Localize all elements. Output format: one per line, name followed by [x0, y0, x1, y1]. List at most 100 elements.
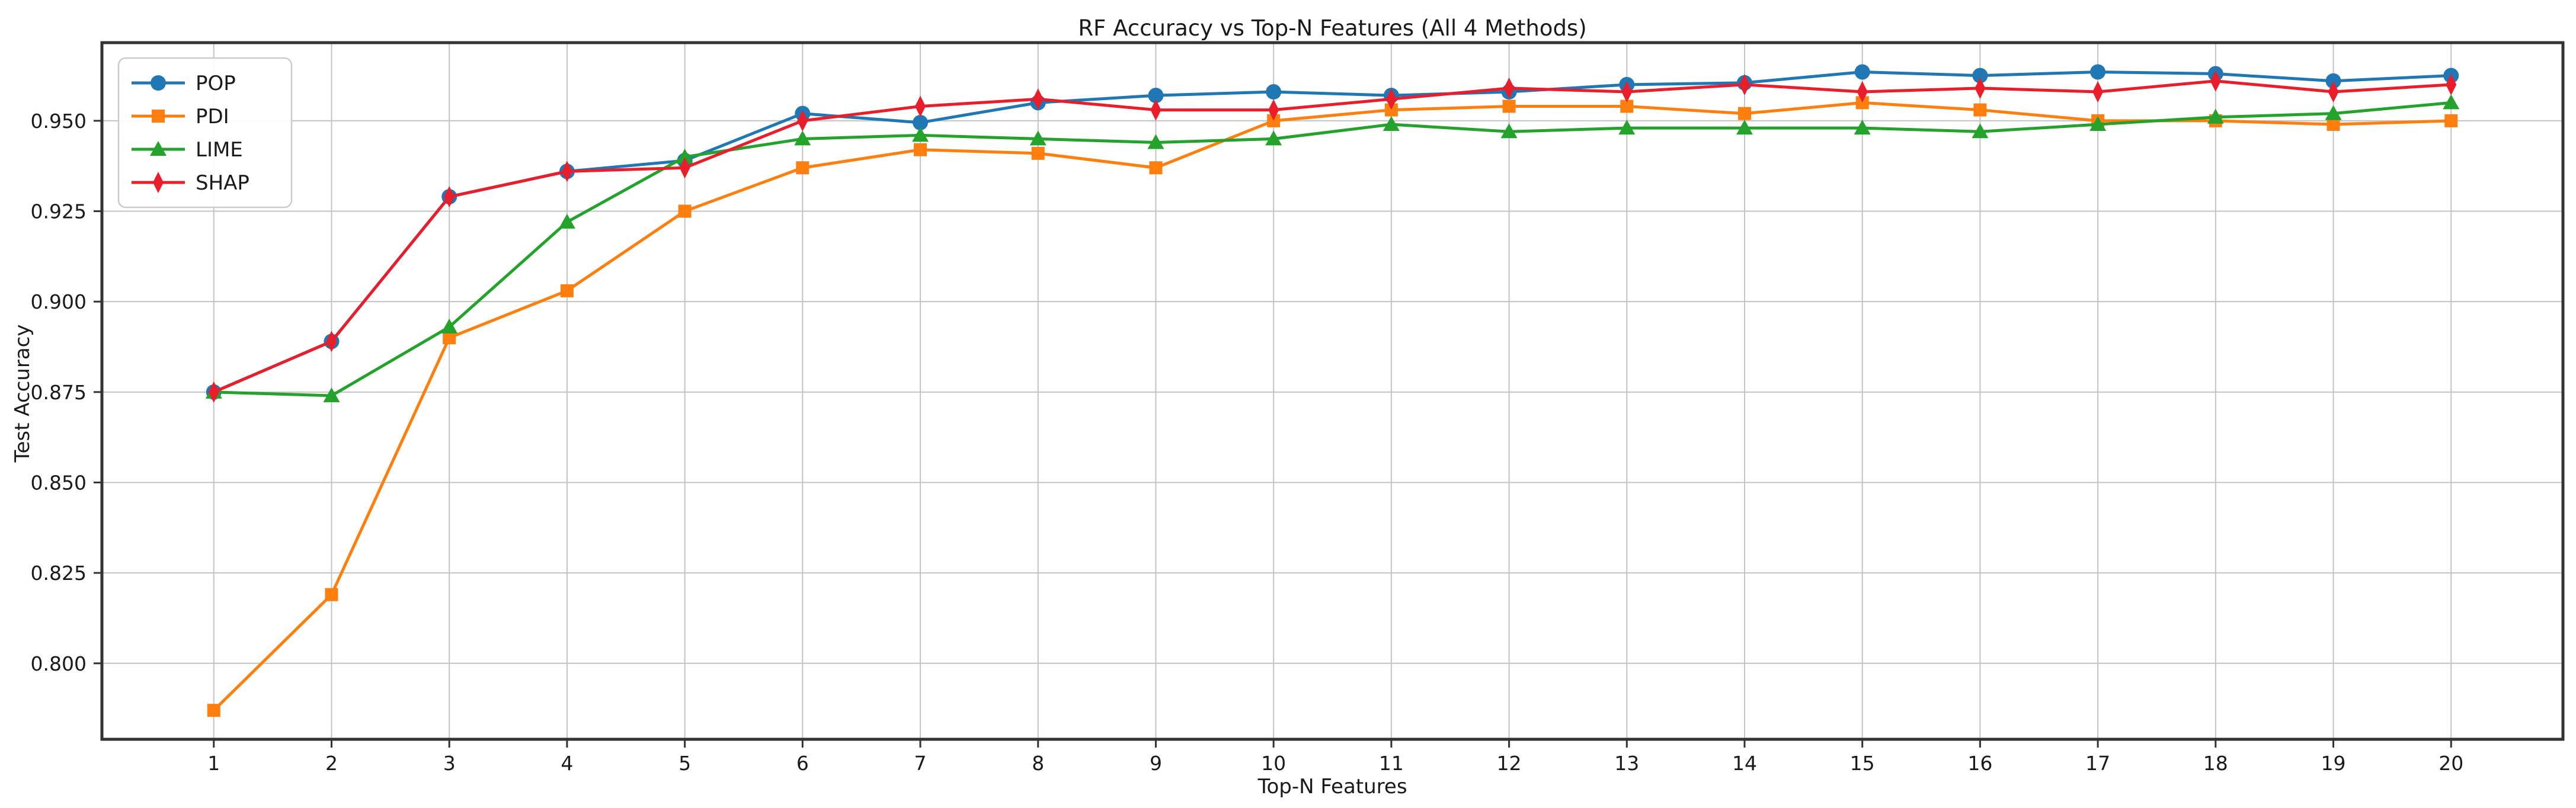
data-point-lime — [441, 318, 458, 334]
data-point-lime — [1265, 130, 1282, 146]
data-point-lime — [1618, 120, 1636, 135]
data-point-lime — [2207, 108, 2224, 124]
x-tick-label: 8 — [1032, 752, 1044, 775]
data-point-pdi — [325, 588, 338, 601]
x-tick-label: 15 — [1850, 752, 1875, 775]
data-point-lime — [1147, 134, 1164, 149]
data-point-pdi — [560, 284, 574, 297]
data-point-shap — [1621, 81, 1633, 103]
data-point-pdi — [1973, 103, 1987, 117]
chart-title: RF Accuracy vs Top-N Features (All 4 Met… — [1078, 15, 1587, 41]
data-point-shap — [1503, 77, 1515, 99]
y-tick-label: 0.850 — [31, 471, 87, 494]
legend-triangle-icon — [150, 141, 167, 156]
x-tick-label: 11 — [1379, 752, 1404, 775]
data-point-pop — [2325, 73, 2341, 89]
data-point-shap — [208, 381, 219, 403]
data-point-lime — [2443, 94, 2460, 110]
x-tick-label: 2 — [325, 752, 338, 775]
x-tick-label: 14 — [1732, 752, 1757, 775]
x-tick-label: 18 — [2203, 752, 2228, 775]
data-point-pdi — [1384, 103, 1398, 117]
data-point-shap — [2092, 81, 2104, 103]
data-point-lime — [2089, 116, 2107, 131]
data-point-pdi — [1620, 100, 1634, 113]
data-point-lime — [1500, 123, 1518, 139]
data-point-lime — [1736, 120, 1753, 135]
data-point-lime — [1972, 123, 1989, 139]
legend-label-pdi: PDI — [196, 105, 229, 129]
legend-label-pop: POP — [196, 72, 236, 95]
data-point-pdi — [914, 143, 927, 156]
series-line-lime — [212, 101, 2453, 397]
y-tick-label: 0.950 — [31, 110, 87, 133]
data-point-shap — [797, 110, 808, 132]
y-tick-label: 0.875 — [31, 381, 87, 404]
data-point-pdi — [1031, 146, 1045, 160]
data-point-lime — [676, 148, 693, 163]
x-tick-label: 3 — [443, 752, 456, 775]
x-tick-label: 1 — [207, 752, 220, 775]
data-point-pdi — [2444, 114, 2458, 127]
x-tick-label: 19 — [2321, 752, 2346, 775]
data-point-pop — [1266, 84, 1282, 100]
data-point-shap — [1385, 88, 1397, 110]
data-point-shap — [1857, 81, 1868, 103]
x-tick-label: 12 — [1497, 752, 1522, 775]
x-tick-label: 5 — [679, 752, 691, 775]
data-point-shap — [1268, 99, 1279, 121]
data-point-shap — [444, 186, 455, 208]
data-point-shap — [2446, 73, 2457, 95]
series-line-shap — [212, 79, 2453, 394]
data-point-shap — [1739, 73, 1750, 95]
x-axis-label: Top-N Features — [1257, 775, 1407, 799]
series-line-pdi — [212, 101, 2453, 712]
data-point-shap — [561, 161, 572, 182]
y-tick-label: 0.900 — [31, 290, 87, 313]
data-point-pdi — [1737, 107, 1751, 120]
legend-square-icon — [152, 110, 165, 123]
data-point-lime — [1854, 120, 1871, 135]
data-point-shap — [915, 95, 926, 117]
legend-label-shap: SHAP — [196, 171, 249, 195]
legend-box — [117, 57, 293, 209]
x-tick-label: 16 — [1967, 752, 1992, 775]
data-point-shap — [1150, 99, 1161, 121]
x-tick-label: 17 — [2085, 752, 2110, 775]
plot-border — [100, 41, 2565, 741]
data-point-pop — [1148, 88, 1164, 104]
y-tick-label: 0.800 — [31, 652, 87, 675]
x-tick-label: 10 — [1261, 752, 1286, 775]
data-point-lime — [912, 127, 929, 142]
data-point-lime — [323, 387, 340, 402]
data-point-pdi — [1267, 114, 1281, 127]
x-tick-label: 6 — [796, 752, 809, 775]
x-tick-label: 20 — [2439, 752, 2463, 775]
data-point-shap — [2328, 81, 2339, 103]
data-point-pdi — [2327, 117, 2340, 131]
data-point-pdi — [1502, 100, 1516, 113]
y-tick-label: 0.925 — [31, 200, 87, 223]
y-axis-label: Test Accuracy — [11, 324, 34, 463]
data-point-lime — [2325, 105, 2342, 120]
legend-label-lime: LIME — [196, 138, 243, 162]
data-point-shap — [679, 157, 690, 179]
data-point-pdi — [678, 204, 692, 218]
data-point-pop — [2090, 64, 2106, 80]
legend-circle-icon — [151, 75, 166, 91]
data-point-pdi — [1149, 161, 1163, 175]
data-point-shap — [1032, 88, 1044, 110]
data-point-shap — [2210, 70, 2221, 92]
x-tick-label: 4 — [561, 752, 573, 775]
data-point-pdi — [443, 331, 456, 345]
x-tick-label: 13 — [1614, 752, 1639, 775]
x-tick-label: 7 — [914, 752, 927, 775]
data-point-shap — [326, 331, 337, 352]
data-point-shap — [1975, 77, 1986, 99]
data-point-lime — [794, 130, 811, 146]
data-point-lime — [558, 213, 575, 229]
data-point-lime — [1029, 130, 1047, 146]
data-point-pdi — [796, 161, 809, 175]
